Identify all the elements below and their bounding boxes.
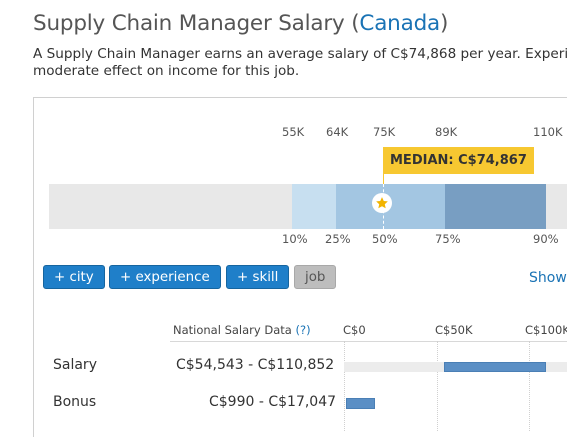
description-line-1: A Supply Chain Manager earns an average … — [33, 46, 567, 62]
bonus-row-range: C$990 - C$17,047 — [209, 394, 337, 410]
bottom-tick-90: 90% — [533, 232, 559, 246]
bottom-tick-50: 50% — [372, 232, 398, 246]
add-skill-button[interactable]: + skill — [226, 265, 290, 289]
top-tick-55k: 55K — [282, 125, 305, 139]
page-description: A Supply Chain Manager earns an average … — [33, 46, 567, 80]
bonus-range-bar — [346, 398, 375, 409]
top-tick-89k: 89K — [435, 125, 458, 139]
percentile-75-90-segment — [445, 184, 546, 229]
axis-gridline-50k — [437, 341, 438, 431]
salary-panel — [33, 97, 567, 437]
salary-row-label: Salary — [53, 357, 97, 373]
title-suffix: ) — [440, 11, 449, 36]
percentile-10-25-segment — [292, 184, 336, 229]
bottom-tick-10: 10% — [282, 232, 308, 246]
national-salary-label: National Salary Data — [173, 323, 292, 337]
axis-gridline-100k — [529, 341, 530, 431]
job-filter-button[interactable]: job — [294, 265, 337, 289]
median-marker[interactable] — [372, 193, 392, 213]
top-tick-110k: 110K — [533, 125, 563, 139]
location-link[interactable]: Canada — [359, 11, 441, 36]
title-prefix: Supply Chain Manager Salary ( — [33, 11, 360, 36]
star-icon — [376, 197, 388, 209]
description-line-2: moderate effect on income for this job. — [33, 63, 300, 79]
bottom-tick-25: 25% — [325, 232, 351, 246]
bonus-row-label: Bonus — [53, 394, 97, 410]
page-title: Supply Chain Manager Salary (Canada) — [33, 11, 448, 36]
top-tick-64k: 64K — [326, 125, 349, 139]
add-experience-button[interactable]: + experience — [109, 265, 221, 289]
top-tick-75k: 75K — [373, 125, 396, 139]
show-link[interactable]: Show — [529, 270, 567, 286]
table-header-divider — [170, 341, 567, 342]
axis-gridline-0 — [344, 341, 345, 431]
median-label: MEDIAN: C$74,867 — [383, 147, 534, 174]
salary-range-bar — [444, 362, 546, 372]
axis-label-0: C$0 — [343, 323, 366, 337]
salary-row-range: C$54,543 - C$110,852 — [176, 357, 335, 373]
add-city-button[interactable]: + city — [43, 265, 105, 289]
help-link[interactable]: (?) — [295, 323, 311, 337]
axis-label-50k: C$50K — [435, 323, 473, 337]
bottom-tick-75: 75% — [435, 232, 461, 246]
national-salary-header: National Salary Data (?) — [173, 323, 311, 337]
axis-label-100k: C$100K — [525, 323, 567, 337]
